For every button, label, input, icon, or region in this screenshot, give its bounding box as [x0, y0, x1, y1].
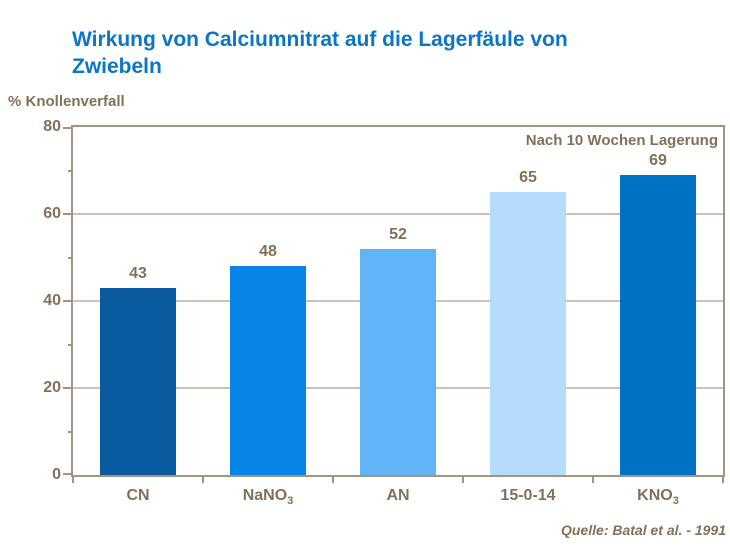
y-axis-tick-label: 60 [43, 205, 61, 222]
y-axis-minor-tick [68, 430, 73, 433]
y-axis-minor-tick [68, 343, 73, 346]
x-axis-tick [332, 477, 334, 483]
x-axis-tick [722, 477, 724, 483]
bar [230, 266, 306, 475]
bar-value-label: 43 [129, 264, 147, 282]
y-axis-major-tick [63, 473, 71, 475]
gridline [73, 213, 723, 215]
bar [620, 174, 696, 475]
y-axis-major-tick [63, 213, 71, 215]
y-axis-tick-label: 80 [43, 118, 61, 135]
x-category-label-subscript: 3 [672, 495, 679, 508]
x-axis-tick [72, 477, 74, 483]
x-category-label-text: KNO [637, 487, 673, 504]
x-category-label-text: NaNO [242, 487, 288, 504]
y-axis-minor-tick [68, 169, 73, 172]
x-axis-tick [202, 477, 204, 483]
x-category-label-text: 15-0-14 [500, 487, 556, 504]
bar-value-label: 48 [259, 243, 277, 261]
page-title: Wirkung von Calciumnitrat auf die Lagerf… [72, 28, 568, 78]
plot-area: Nach 10 Wochen Lagerung 0 20 40 60 80 43 48 52 6… [43, 118, 725, 507]
x-axis-tick [462, 477, 464, 483]
bar-value-label: 52 [389, 225, 407, 243]
y-axis-tick-label: 20 [43, 379, 61, 396]
x-category-label: CN [73, 487, 203, 505]
x-category-label: NaNO3 [203, 487, 333, 507]
x-category-label-text: CN [126, 487, 150, 504]
y-axis-major-tick [63, 127, 71, 129]
y-axis-unit-label: % Knollenverfall [8, 93, 125, 110]
y-axis-minor-tick [68, 256, 73, 259]
bar-value-label: 69 [649, 151, 667, 169]
bar [490, 192, 566, 475]
source-caption: Quelle: Batal et al. - 1991 [561, 522, 726, 538]
annotation-label: Nach 10 Wochen Lagerung [525, 132, 718, 149]
y-axis-tick-label: 40 [43, 292, 61, 309]
x-category-label: 15-0-14 [463, 487, 593, 505]
x-category-label: KNO3 [593, 487, 723, 507]
x-category-label-subscript: 3 [287, 495, 294, 508]
x-axis-tick [592, 477, 594, 483]
x-category-label-text: AN [386, 487, 410, 504]
y-axis-major-tick [63, 300, 71, 302]
bar-value-label: 65 [519, 169, 537, 187]
y-axis-major-tick [63, 387, 71, 389]
x-category-label: AN [333, 487, 463, 505]
bar [100, 287, 176, 475]
y-axis-tick-label: 0 [52, 466, 61, 483]
bar [360, 248, 436, 475]
